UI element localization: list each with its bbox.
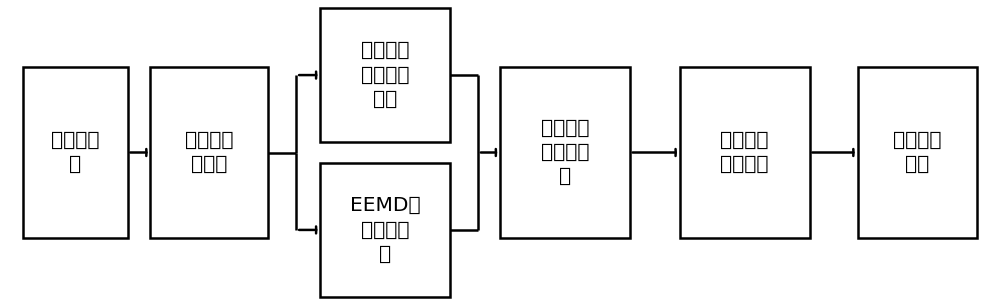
Bar	[150, 67, 268, 238]
Bar	[500, 67, 630, 238]
Bar	[858, 67, 977, 238]
Bar	[680, 67, 810, 238]
Text: 主成分分
析法降维: 主成分分 析法降维	[720, 131, 769, 174]
Text: 初选故障
特征向量
集: 初选故障 特征向量 集	[541, 119, 589, 186]
Bar	[320, 8, 450, 142]
Bar	[320, 163, 450, 297]
Text: EEMD提
取特征向
量: EEMD提 取特征向 量	[350, 196, 420, 264]
Text: 原始样本
数据集: 原始样本 数据集	[185, 131, 234, 174]
Text: 待诊断电
路: 待诊断电 路	[51, 131, 99, 174]
Text: 故障特征
向量: 故障特征 向量	[893, 131, 942, 174]
Text: 统计信息
提取特征
向量: 统计信息 提取特征 向量	[361, 41, 409, 109]
Bar	[23, 67, 128, 238]
